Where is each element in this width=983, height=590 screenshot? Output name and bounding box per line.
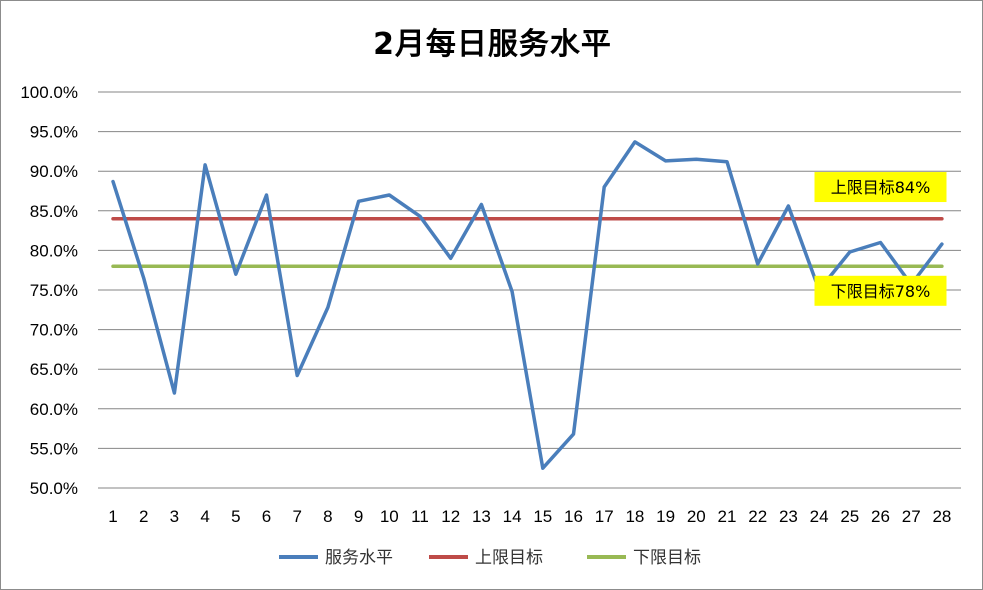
x-tick-label: 7 [292, 507, 301, 526]
x-tick-label: 12 [441, 507, 460, 526]
legend-label: 上限目标 [475, 548, 543, 568]
legend-label: 服务水平 [325, 548, 393, 568]
y-tick-label: 100.0% [20, 83, 78, 102]
y-tick-label: 50.0% [30, 479, 78, 498]
legend-item-2: 上限目标 [429, 548, 543, 568]
y-tick-label: 55.0% [30, 439, 78, 458]
x-tick-label: 10 [380, 507, 399, 526]
x-tick-label: 24 [810, 507, 829, 526]
annotation-1: 上限目标84% [814, 172, 947, 203]
x-tick-label: 9 [354, 507, 363, 526]
x-tick-label: 2 [139, 507, 148, 526]
x-tick-label: 15 [533, 507, 552, 526]
legend-item-3: 下限目标 [587, 548, 701, 568]
x-tick-label: 1 [108, 507, 117, 526]
y-tick-label: 95.0% [30, 123, 78, 142]
x-tick-label: 4 [200, 507, 209, 526]
chart-title: 2月每日服务水平 [373, 27, 612, 62]
x-tick-label: 22 [748, 507, 767, 526]
x-tick-label: 27 [902, 507, 921, 526]
x-tick-label: 23 [779, 507, 798, 526]
x-tick-label: 13 [472, 507, 491, 526]
x-tick-label: 16 [564, 507, 583, 526]
x-tick-label: 26 [871, 507, 890, 526]
x-tick-label: 6 [262, 507, 271, 526]
legend-item-1: 服务水平 [279, 548, 393, 568]
legend-label: 下限目标 [633, 548, 701, 568]
x-tick-label: 25 [840, 507, 859, 526]
x-tick-label: 21 [718, 507, 737, 526]
annotation-text: 下限目标78% [831, 282, 931, 301]
y-tick-label: 80.0% [30, 241, 78, 260]
x-tick-label: 17 [595, 507, 614, 526]
y-tick-label: 60.0% [30, 400, 78, 419]
x-tick-label: 18 [625, 507, 644, 526]
x-tick-label: 11 [411, 507, 429, 526]
annotation-text: 上限目标84% [831, 178, 931, 197]
y-tick-label: 90.0% [30, 162, 78, 181]
x-tick-label: 3 [170, 507, 179, 526]
x-tick-label: 28 [932, 507, 951, 526]
y-tick-label: 65.0% [30, 360, 78, 379]
y-tick-label: 70.0% [30, 321, 78, 340]
annotation-2: 下限目标78% [814, 275, 947, 306]
x-tick-label: 14 [503, 507, 522, 526]
annotation-box [814, 172, 947, 203]
x-tick-label: 5 [231, 507, 240, 526]
x-tick-label: 19 [656, 507, 675, 526]
y-tick-label: 75.0% [30, 281, 78, 300]
x-tick-label: 8 [323, 507, 332, 526]
x-tick-label: 20 [687, 507, 706, 526]
annotation-box [814, 275, 947, 306]
y-tick-label: 85.0% [30, 202, 78, 221]
series-line-1 [111, 140, 944, 470]
